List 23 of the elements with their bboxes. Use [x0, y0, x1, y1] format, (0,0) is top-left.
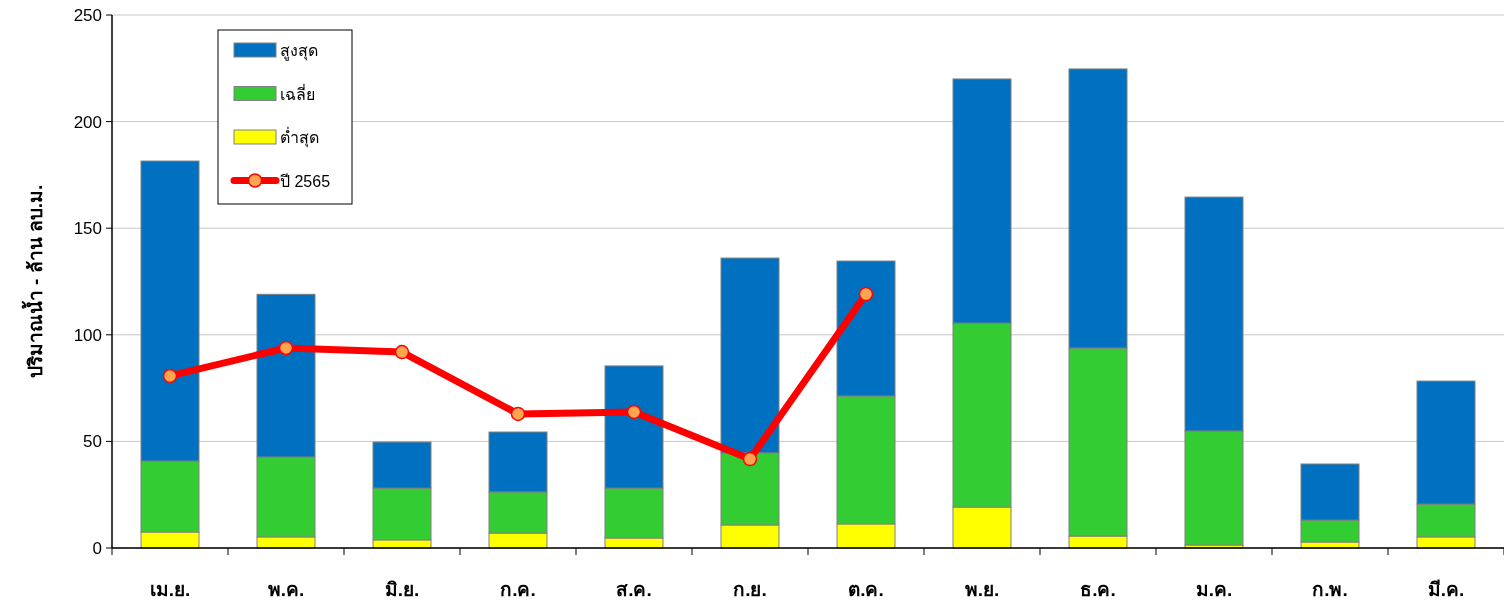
x-tick-label: พ.ย.	[964, 579, 1000, 600]
x-tick-label: ส.ค.	[616, 579, 652, 600]
x-tick-label: ก.ค.	[500, 579, 536, 600]
y-axis-title: ปริมาณน้ำ - ล้าน ลบ.ม.	[21, 184, 46, 379]
y-tick-label: 100	[73, 325, 102, 345]
x-tick-label: ต.ค.	[848, 579, 884, 600]
x-tick-label: ก.ย.	[733, 579, 767, 600]
x-tick-label: ก.พ.	[1312, 579, 1348, 600]
legend-label: สูงสุด	[280, 42, 318, 61]
x-tick-label: มิ.ย.	[384, 579, 420, 600]
y-tick-label: 50	[83, 432, 102, 452]
x-tick-label: พ.ค.	[267, 579, 305, 600]
x-tick-label: ธ.ค.	[1080, 579, 1116, 600]
y-tick-label: 0	[92, 539, 102, 558]
x-tick-label: เม.ย.	[149, 579, 191, 600]
x-tick-label: มี.ค.	[1427, 579, 1465, 600]
legend-label: ต่ำสุด	[280, 126, 319, 148]
y-tick-label: 200	[73, 112, 102, 132]
legend-label: เฉลี่ย	[280, 82, 315, 103]
y-tick-label: 150	[73, 219, 102, 239]
legend-label: ปี 2565	[280, 172, 331, 190]
y-tick-label: 250	[73, 6, 102, 25]
x-tick-label: ม.ค.	[1195, 579, 1233, 600]
